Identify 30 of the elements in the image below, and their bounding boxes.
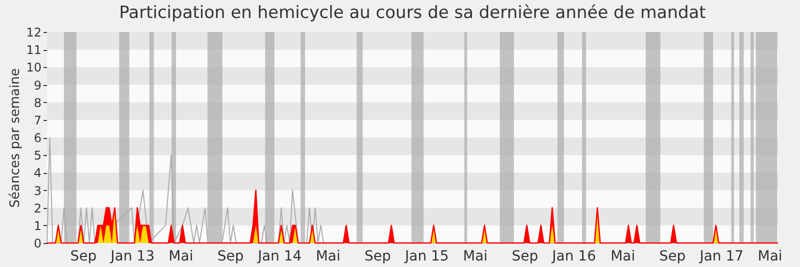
x-tick-label: Sep <box>364 248 392 264</box>
x-tick-label: Sep <box>217 248 244 264</box>
y-tick-label: 0 <box>34 236 42 250</box>
y-axis-title: Séances par semaine <box>8 68 24 208</box>
x-tick-label: Mai <box>463 248 488 264</box>
x-tick-label: Sep <box>70 248 97 264</box>
y-tick-label: 11 <box>26 43 42 58</box>
y-tick-label: 2 <box>34 201 42 216</box>
x-tick-label: Jan 17 <box>698 248 744 264</box>
y-tick-label: 5 <box>34 148 42 163</box>
x-tick-label: Sep <box>512 248 538 264</box>
y-tick-label: 10 <box>26 60 42 75</box>
x-tick-label: Jan 15 <box>404 248 449 264</box>
x-tick-label: Sep <box>659 248 686 264</box>
x-tick-label: Mai <box>610 248 636 264</box>
x-tick-label: Jan 13 <box>110 248 155 264</box>
x-tick-label: Jan 14 <box>256 248 302 264</box>
chart-title: Participation en hemicycle au cours de sa dernière année de mandat <box>119 3 706 23</box>
y-tick-label: 12 <box>26 26 42 40</box>
x-tick-label: Mai <box>758 248 782 264</box>
y-tick-label: 7 <box>34 113 42 128</box>
y-tick-label: 9 <box>34 78 42 92</box>
x-tick-label: Mai <box>168 248 194 264</box>
y-tick-label: 3 <box>34 184 42 198</box>
y-tick-label: 8 <box>34 96 42 110</box>
y-tick-label: 1 <box>34 218 42 233</box>
y-tick-label: 6 <box>34 131 42 145</box>
x-tick-label: Jan 16 <box>551 248 596 264</box>
y-tick-label: 4 <box>34 166 42 180</box>
x-tick-label: Mai <box>316 248 340 264</box>
